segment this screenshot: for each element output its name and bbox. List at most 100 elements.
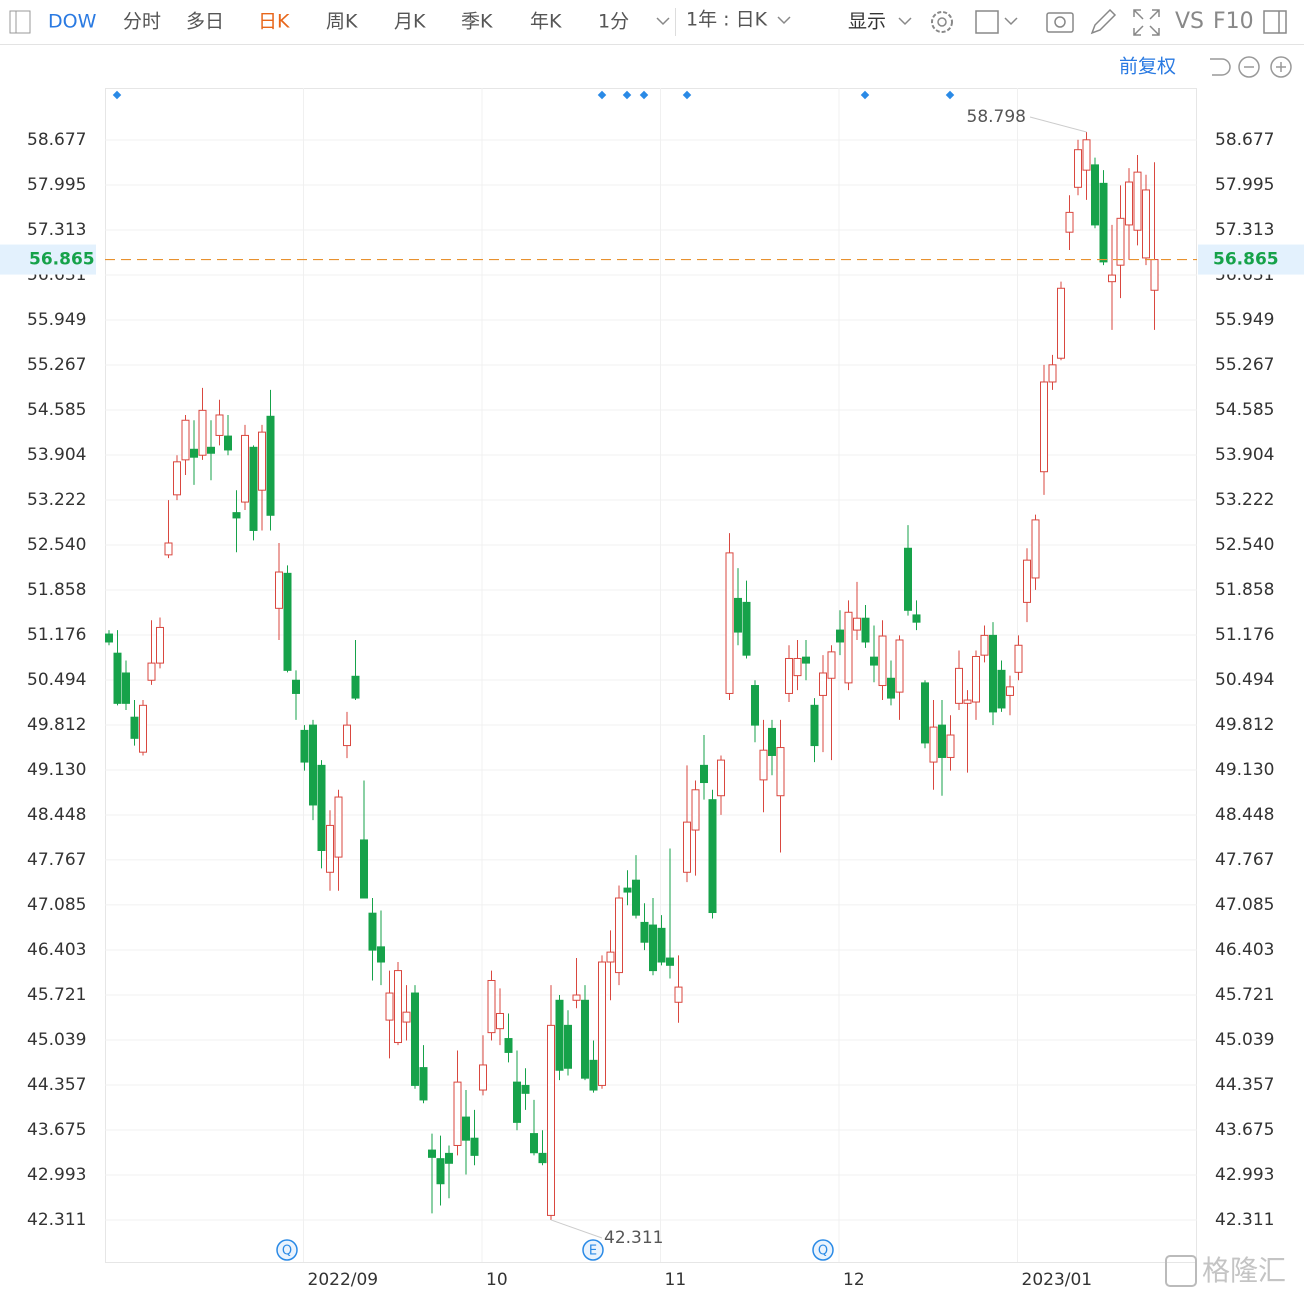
candle-body [581, 999, 589, 1079]
candle-body [1057, 287, 1065, 359]
y-tick-label-right: 49.812 [1215, 715, 1274, 735]
candle-body [309, 724, 317, 806]
settings-icon[interactable] [931, 11, 953, 33]
adjust-select[interactable]: 前复权 [1119, 56, 1176, 78]
candle-body [725, 552, 734, 694]
tab[interactable]: 周K [326, 11, 358, 33]
event-marker[interactable] [860, 90, 870, 100]
candle-body [258, 431, 266, 491]
y-tick-label-right: 57.995 [1215, 175, 1274, 195]
event-marker[interactable] [597, 90, 607, 100]
event-marker[interactable] [945, 90, 955, 100]
candle-body [895, 639, 904, 693]
candle-body [334, 796, 343, 858]
vs-button[interactable]: VS [1175, 9, 1204, 34]
candle-body [266, 415, 275, 516]
event-marker[interactable] [112, 90, 122, 100]
camera-icon[interactable] [1046, 12, 1074, 33]
y-tick-label-right: 55.949 [1215, 310, 1274, 330]
candle-body [887, 677, 895, 699]
candle-body [1099, 182, 1108, 263]
candle-body [513, 1081, 521, 1123]
x-tick-label: 2022/09 [308, 1270, 379, 1290]
tab[interactable]: 季K [461, 11, 493, 33]
sidebar-toggle[interactable] [9, 10, 31, 34]
f10-button[interactable]: F10 [1213, 9, 1254, 34]
candle-body [572, 994, 581, 1001]
x-tick-label: 12 [843, 1270, 865, 1290]
x-tick-label: 11 [665, 1270, 687, 1290]
dropdown-arrow[interactable] [1004, 17, 1018, 26]
y-tick-label: 49.130 [27, 760, 86, 780]
y-tick-label: 57.313 [27, 220, 86, 240]
zoom-in[interactable] [1270, 56, 1292, 78]
reset-icon[interactable] [1210, 58, 1231, 76]
y-tick-label-right: 45.039 [1215, 1030, 1274, 1050]
tab[interactable]: 月K [394, 11, 426, 33]
y-tick-label-right: 53.222 [1215, 490, 1274, 510]
y-tick-label: 47.085 [27, 895, 86, 915]
y-tick-label: 57.995 [27, 175, 86, 195]
event-badge[interactable] [276, 1239, 298, 1261]
candle-body [385, 992, 394, 1021]
candle-body [700, 764, 708, 784]
candle-body [564, 1024, 572, 1069]
tab[interactable]: 1分 [598, 11, 629, 33]
candle-body [241, 434, 249, 503]
candle-body [980, 634, 989, 656]
candle-body [479, 1064, 487, 1091]
last-price-label: 56.865 [29, 250, 95, 270]
y-tick-label: 49.812 [27, 715, 86, 735]
candle-body [419, 1067, 428, 1101]
candle-body [989, 634, 997, 713]
candle-body [802, 656, 810, 664]
period-select[interactable]: 1年 : 日K [686, 9, 768, 31]
zoom-out[interactable] [1238, 56, 1260, 78]
candle-body [606, 951, 615, 963]
tab[interactable]: 分时 [123, 11, 161, 33]
candle-body [487, 979, 496, 1034]
candle-body [275, 571, 283, 609]
dropdown-arrow[interactable] [898, 17, 912, 26]
event-marker[interactable] [639, 90, 649, 100]
candle-body [300, 729, 309, 763]
candle-body [734, 597, 742, 633]
y-tick-label-right: 49.130 [1215, 760, 1274, 780]
candle-body [207, 446, 215, 454]
candle-body [861, 617, 870, 643]
grid [105, 88, 1197, 1262]
plot-frame [105, 88, 1197, 1263]
high-annotation-leader [1029, 116, 1087, 133]
event-markers [112, 90, 955, 100]
draw-icon[interactable] [1090, 8, 1117, 35]
candle-body [615, 897, 623, 974]
candle-body [666, 957, 674, 966]
panel-icon[interactable] [1263, 10, 1287, 34]
display-menu[interactable]: 显示 [848, 11, 886, 33]
candle-body [317, 764, 326, 851]
candle-body [997, 669, 1006, 709]
event-badge[interactable] [582, 1239, 604, 1261]
fullscreen-icon[interactable] [1133, 9, 1160, 36]
y-tick-label-right: 54.585 [1215, 400, 1274, 420]
tab[interactable]: 年K [530, 11, 562, 33]
event-marker[interactable] [682, 90, 692, 100]
y-tick-label-right: 51.858 [1215, 580, 1274, 600]
candle-body [649, 924, 657, 972]
candle-body [691, 789, 700, 831]
y-tick-label-right: 44.357 [1215, 1075, 1274, 1095]
candle-body [122, 672, 130, 704]
dropdown-arrow[interactable] [777, 16, 791, 25]
dropdown-arrow[interactable] [656, 17, 670, 26]
y-tick-label-right: 47.085 [1215, 895, 1274, 915]
tab[interactable]: 多日 [186, 11, 224, 33]
candle-body [632, 879, 640, 916]
y-tick-label: 53.222 [27, 490, 86, 510]
color-box[interactable] [975, 10, 999, 34]
candle-body [1116, 217, 1125, 266]
event-marker[interactable] [622, 90, 632, 100]
symbol[interactable]: DOW [48, 11, 97, 33]
tab-active[interactable]: 日K [258, 11, 290, 33]
candle-body [921, 682, 929, 744]
event-badge[interactable] [812, 1239, 834, 1261]
